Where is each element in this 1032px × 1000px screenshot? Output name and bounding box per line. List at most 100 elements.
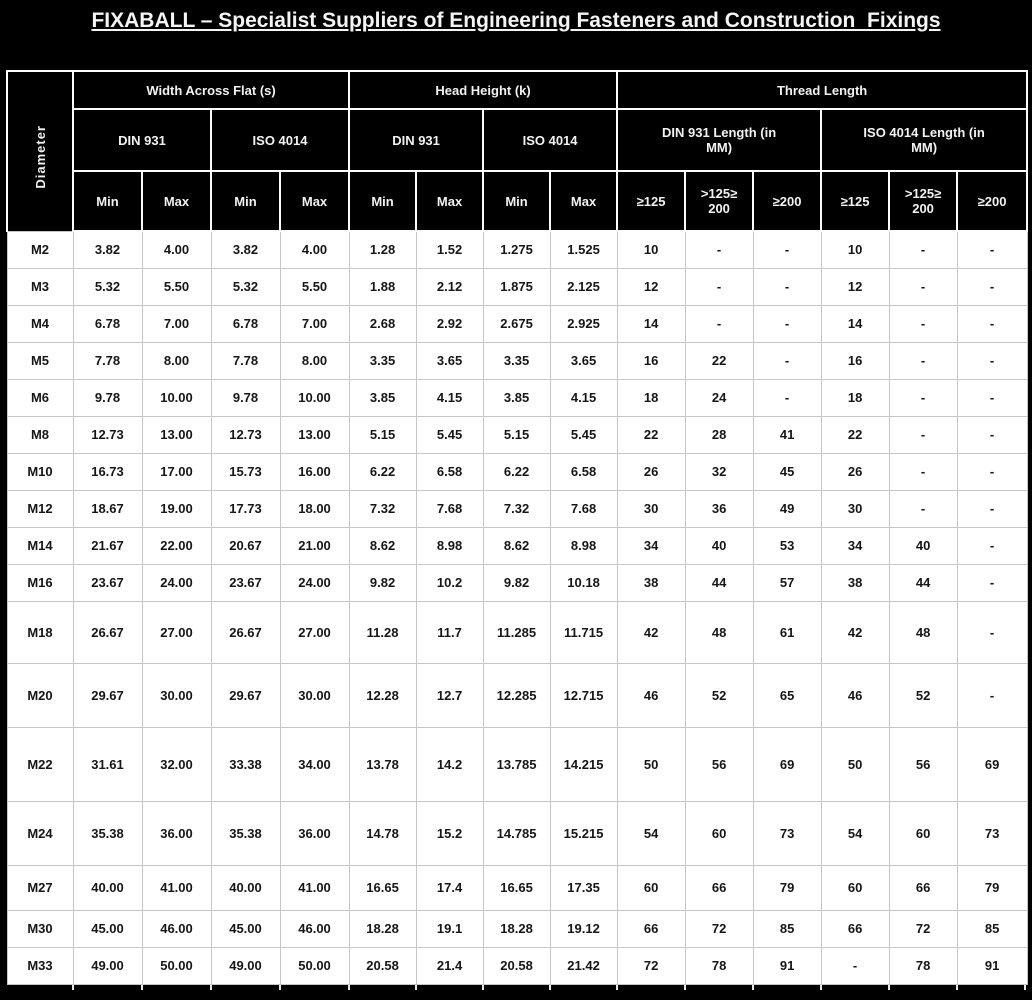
value-cell: 19.12 [549,909,618,948]
value-cell: 4.15 [549,378,618,417]
value-cell: 6.78 [210,304,281,343]
value-cell: 13.785 [482,726,551,802]
value-cell: 4.15 [415,378,484,417]
value-cell: 44 [684,563,754,602]
diameter-cell: M10 [6,452,74,491]
grid-tick [1024,984,1026,990]
value-cell: 56 [888,726,958,802]
value-cell: 30 [616,489,686,528]
subgroup-header-waf-din931: DIN 931 [72,108,212,172]
col-header-hh-iso-min: Min [482,170,552,232]
value-cell: - [752,230,822,269]
value-cell: 60 [684,800,754,866]
value-cell: 8.00 [141,341,212,380]
value-cell: - [752,267,822,306]
col-header-hh-din-min: Min [348,170,418,232]
value-cell: 1.525 [549,230,618,269]
value-cell: 36.00 [279,800,350,866]
group-header-thread-length: Thread Length [616,70,1029,110]
value-cell: 26.67 [72,600,143,664]
value-cell: 46.00 [279,909,350,948]
value-cell: 38 [820,563,890,602]
value-cell: 8.98 [415,526,484,565]
value-cell: 1.88 [348,267,417,306]
value-cell: 3.85 [348,378,417,417]
value-cell: 72 [684,909,754,948]
col-header-hh-iso-max: Max [549,170,619,232]
value-cell: - [684,304,754,343]
value-cell: 45.00 [210,909,281,948]
value-cell: 41.00 [141,864,212,911]
value-cell: 1.275 [482,230,551,269]
grid-tick [752,984,754,990]
value-cell: 6.58 [415,452,484,491]
value-cell: 53 [752,526,822,565]
value-cell: - [888,341,958,380]
grid-tick [279,984,281,990]
value-cell: 50.00 [141,946,212,985]
value-cell: 14 [820,304,890,343]
value-cell: - [684,230,754,269]
value-cell: 21.67 [72,526,143,565]
value-cell: 34.00 [279,726,350,802]
value-cell: 3.82 [72,230,143,269]
diameter-cell: M14 [6,526,74,565]
value-cell: 7.78 [72,341,143,380]
value-cell: 2.92 [415,304,484,343]
value-cell: 5.32 [210,267,281,306]
value-cell: 3.35 [348,341,417,380]
value-cell: 31.61 [72,726,143,802]
table-row: M8 12.73 13.00 12.73 13.00 5.15 5.45 5.15 5.45 22… [6,415,1028,454]
value-cell: 13.78 [348,726,417,802]
value-cell: 2.12 [415,267,484,306]
diameter-cell: M5 [6,341,74,380]
diameter-cell: M18 [6,600,74,664]
diameter-cell: M16 [6,563,74,602]
value-cell: - [888,378,958,417]
diameter-column-header: Diameter [6,70,74,232]
value-cell: 78 [684,946,754,985]
value-cell: 10.2 [415,563,484,602]
value-cell: 23.67 [72,563,143,602]
value-cell: - [956,341,1028,380]
header-row-standards: DIN 931 ISO 4014 DIN 931 ISO 4014 DIN 93… [7,108,1029,172]
fastener-spec-table: Diameter Width Across Flat (s) Head Heig… [6,70,1029,985]
value-cell: 46 [616,662,686,728]
value-cell: - [888,304,958,343]
grid-tick [684,984,686,990]
col-header-waf-iso-max: Max [278,170,351,232]
diameter-label: Diameter [32,125,48,190]
value-cell: 35.38 [210,800,281,866]
diameter-cell: M3 [6,267,74,306]
value-cell: 85 [752,909,822,948]
value-cell: 24.00 [279,563,350,602]
value-cell: 11.715 [549,600,618,664]
value-cell: 49.00 [210,946,281,985]
col-header-tl-iso-125: ≥125 [820,170,891,232]
value-cell: 18 [616,378,686,417]
value-cell: 60 [888,800,958,866]
table-row: M4 6.78 7.00 6.78 7.00 2.68 2.92 2.675 2.925 14- -… [6,304,1028,343]
value-cell: 13.00 [279,415,350,454]
value-cell: 12.715 [549,662,618,728]
subgroup-header-waf-iso4014: ISO 4014 [209,108,351,172]
value-cell: 54 [616,800,686,866]
value-cell: 7.00 [279,304,350,343]
table-row: M33 49.00 50.00 49.00 50.00 20.58 21.4 20.58 21.… [6,946,1028,985]
value-cell: 8.98 [549,526,618,565]
col-header-waf-din-min: Min [72,170,143,232]
value-cell: 30.00 [141,662,212,728]
value-cell: 16 [616,341,686,380]
value-cell: 10.00 [141,378,212,417]
value-cell: 34 [820,526,890,565]
value-cell: 12.73 [210,415,281,454]
value-cell: 2.675 [482,304,551,343]
table-row: M22 31.61 32.00 33.38 34.00 13.78 14.2 13.785 14… [6,726,1028,802]
value-cell: 19.1 [415,909,484,948]
group-header-width-across-flat: Width Across Flat (s) [71,70,351,110]
col-header-tl-din-125: ≥125 [616,170,687,232]
value-cell: 52 [888,662,958,728]
value-cell: 12.73 [72,415,143,454]
col-header-tl-iso-125-200: >125≥ 200 [888,170,959,232]
table-row: M5 7.78 8.00 7.78 8.00 3.35 3.65 3.35 3.65 16 22-1… [6,341,1028,380]
